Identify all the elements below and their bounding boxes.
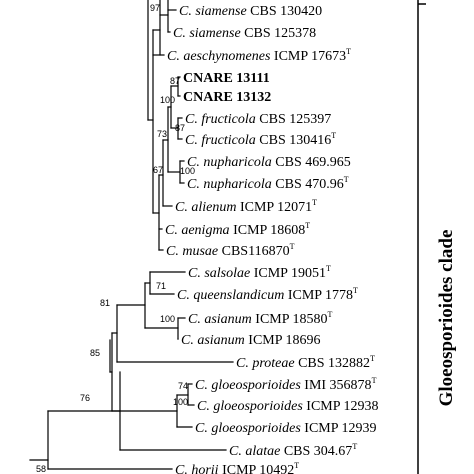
taxon-label: C. nupharicola CBS 469.965 (187, 155, 351, 170)
type-strain-mark: T (372, 376, 377, 385)
support-value: 100 (180, 166, 195, 176)
taxon-species: C. aeschynomenes (167, 49, 274, 64)
taxon-label: C. asianum ICMP 18580T (188, 310, 333, 327)
support-value: 58 (36, 464, 46, 474)
support-value: 100 (173, 397, 188, 407)
taxon-strain: ICMP 12939 (304, 421, 376, 436)
taxon-strain: CBS 125378 (244, 26, 316, 41)
taxon-strain: ICMP 18696 (248, 333, 320, 348)
type-strain-mark: T (370, 354, 375, 363)
taxon-species: C. proteae (236, 356, 298, 371)
taxon-label: C. fructicola CBS 130416T (185, 131, 336, 148)
taxon-species: C. asianum (188, 312, 255, 327)
taxon-species: C. gloeosporioides (195, 378, 304, 393)
clade-label: Gloeosporioides clade (436, 230, 457, 407)
taxon-species: C. gloeosporioides (197, 399, 306, 414)
taxon-strain: ICMP 19051 (254, 266, 326, 281)
taxon-label: C. musae CBS116870T (166, 242, 295, 259)
support-value: 87 (170, 76, 180, 86)
taxon-strain: CBS116870 (222, 244, 290, 259)
taxon-strain: ICMP 12938 (306, 399, 378, 414)
taxon-strain: ICMP 1778 (288, 288, 353, 303)
taxon-species: C. horii (175, 463, 222, 474)
taxon-label: C. siamense CBS 130420 (179, 4, 322, 19)
taxon-strain: CBS 469.965 (275, 155, 350, 170)
support-value: 67 (153, 165, 163, 175)
type-strain-mark: T (305, 221, 310, 230)
taxon-strain: ICMP 18608 (233, 223, 305, 238)
taxon-species: C. musae (166, 244, 222, 259)
taxon-species: C. alienum (175, 200, 240, 215)
taxon-species: C. salsolae (188, 266, 254, 281)
taxon-label: C. gloeosporioides ICMP 12938 (197, 399, 379, 414)
support-value: 100 (160, 314, 175, 324)
support-value: 97 (150, 3, 160, 13)
taxon-strain: CBS 304.67 (284, 444, 352, 459)
taxon-species: C. gloeosporioides (195, 421, 304, 436)
type-strain-mark: T (326, 264, 331, 273)
support-value: 81 (100, 298, 110, 308)
support-value: 71 (156, 281, 166, 291)
type-strain-mark: T (346, 47, 351, 56)
taxon-label: C. alatae CBS 304.67T (229, 442, 357, 459)
type-strain-mark: T (294, 461, 299, 470)
taxon-species: C. aenigma (165, 223, 233, 238)
taxon-label: C. nupharicola CBS 470.96T (187, 175, 349, 192)
support-value: 85 (90, 348, 100, 358)
taxon-strain: CBS 470.96 (275, 177, 343, 192)
clade-bracket (417, 0, 426, 474)
type-strain-mark: T (290, 242, 295, 251)
support-value: 73 (157, 129, 167, 139)
taxon-label: C. aeschynomenes ICMP 17673T (167, 47, 351, 64)
taxon-species: C. nupharicola (187, 155, 275, 170)
taxon-label: CNARE 13111 (183, 71, 270, 86)
type-strain-mark: T (331, 131, 336, 140)
support-value: 76 (80, 393, 90, 403)
type-strain-mark: T (328, 310, 333, 319)
taxon-species: C. asianum (181, 333, 248, 348)
taxon-strain: CBS 130416 (259, 133, 331, 148)
support-value: 87 (175, 123, 185, 133)
taxon-species: C. fructicola (185, 112, 259, 127)
taxon-label: C. horii ICMP 10492T (175, 461, 299, 474)
taxon-species: C. queenslandicum (177, 288, 288, 303)
type-strain-mark: T (344, 175, 349, 184)
taxon-strain: IMI 356878 (304, 378, 371, 393)
support-value: 100 (160, 95, 175, 105)
taxon-label: CNARE 13132 (183, 90, 271, 105)
support-value: 74 (178, 381, 188, 391)
taxon-label: C. asianum ICMP 18696 (181, 333, 321, 348)
taxon-species: C. nupharicola (187, 177, 275, 192)
type-strain-mark: T (312, 198, 317, 207)
type-strain-mark: T (353, 286, 358, 295)
taxon-strain: CNARE 13111 (183, 71, 270, 86)
taxon-strain: CBS 125397 (259, 112, 331, 127)
taxon-strain: CNARE 13132 (183, 90, 271, 105)
taxon-strain: ICMP 18580 (255, 312, 327, 327)
taxon-strain: CBS 130420 (250, 4, 322, 19)
taxon-label: C. alienum ICMP 12071T (175, 198, 317, 215)
taxon-species: C. siamense (179, 4, 250, 19)
support-values: 97 87 100 87 73 67 100 71 100 81 85 74 100 76 58 (36, 3, 195, 474)
taxon-label: C. gloeosporioides IMI 356878T (195, 376, 377, 393)
taxon-label: C. aenigma ICMP 18608T (165, 221, 310, 238)
taxon-label: C. fructicola CBS 125397 (185, 112, 331, 127)
taxon-label: C. salsolae ICMP 19051T (188, 264, 331, 281)
taxon-label: C. gloeosporioides ICMP 12939 (195, 421, 377, 436)
taxon-strain: ICMP 12071 (240, 200, 312, 215)
taxon-label: C. proteae CBS 132882T (236, 354, 375, 371)
taxon-strain: CBS 132882 (298, 356, 370, 371)
taxon-strain: ICMP 17673 (274, 49, 346, 64)
taxon-species: C. siamense (173, 26, 244, 41)
taxon-label: C. queenslandicum ICMP 1778T (177, 286, 358, 303)
taxon-label: C. siamense CBS 125378 (173, 26, 316, 41)
taxon-species: C. fructicola (185, 133, 259, 148)
tree-branches (29, 0, 234, 470)
type-strain-mark: T (352, 442, 357, 451)
taxon-species: C. alatae (229, 444, 284, 459)
taxon-strain: ICMP 10492 (222, 463, 294, 474)
